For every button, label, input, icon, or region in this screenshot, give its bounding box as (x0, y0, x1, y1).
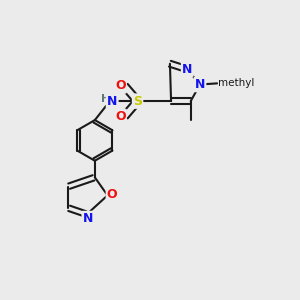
Text: N: N (195, 78, 205, 91)
Text: H: H (101, 94, 110, 104)
Text: S: S (133, 94, 142, 108)
Text: methyl: methyl (220, 83, 226, 84)
Text: O: O (115, 80, 126, 92)
Text: O: O (115, 110, 126, 123)
Text: N: N (83, 212, 93, 225)
Text: O: O (107, 188, 118, 201)
Text: methyl: methyl (218, 78, 255, 88)
Text: N: N (107, 94, 117, 108)
Text: N: N (182, 63, 192, 76)
